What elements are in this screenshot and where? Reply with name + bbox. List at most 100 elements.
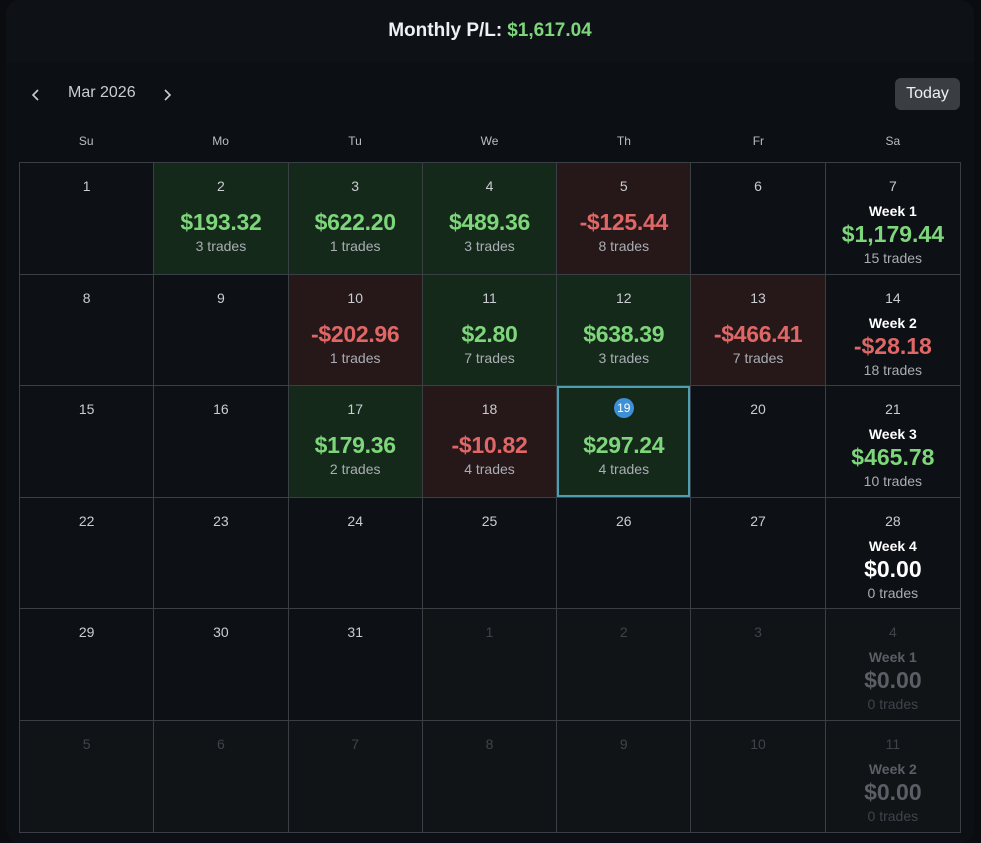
day-cell[interactable]: 7 bbox=[288, 720, 423, 832]
day-trade-count: 1 trades bbox=[329, 349, 381, 366]
day-cell[interactable]: 20 bbox=[691, 386, 826, 498]
day-cell[interactable]: 1 bbox=[422, 609, 558, 721]
week-pl-amount: $0.00 bbox=[864, 667, 922, 693]
day-cell[interactable]: 17 $179.36 2 trades bbox=[288, 386, 423, 498]
day-cell[interactable]: 24 bbox=[288, 497, 423, 609]
day-cell[interactable]: 29 bbox=[20, 609, 155, 721]
weekday-label: Mo bbox=[212, 134, 229, 148]
day-cell[interactable]: 12 $638.39 3 trades bbox=[557, 274, 692, 386]
day-pl-amount: $638.39 bbox=[583, 320, 665, 347]
day-cell[interactable]: 13 -$466.41 7 trades bbox=[691, 274, 826, 386]
day-cell[interactable]: 10 bbox=[691, 720, 826, 832]
day-cell[interactable]: 16 bbox=[154, 386, 289, 498]
day-pl-amount: -$10.82 bbox=[451, 432, 528, 458]
day-cell[interactable]: 3 $622.20 1 trades bbox=[288, 163, 423, 275]
calendar-grid: 1 2 $193.32 3 trades 3 $622.20 1 trades 4 $489.3… bbox=[19, 162, 961, 833]
day-cell[interactable]: 9 bbox=[154, 274, 289, 386]
day-number: 1 bbox=[82, 178, 91, 194]
today-button[interactable]: Today bbox=[895, 78, 960, 110]
day-number: 24 bbox=[347, 512, 363, 529]
day-number: 6 bbox=[217, 735, 225, 752]
day-cell[interactable]: 18 -$10.82 4 trades bbox=[422, 386, 558, 498]
day-cell[interactable]: 8 bbox=[422, 720, 558, 832]
day-cell[interactable]: 5 -$125.44 8 trades bbox=[557, 163, 692, 275]
week-summary-cell[interactable]: 21 Week 3 $465.78 10 trades bbox=[825, 386, 960, 498]
day-pl-amount: $179.36 bbox=[314, 432, 396, 458]
week-summary-cell[interactable]: 14 Week 2 -$28.18 18 trades bbox=[825, 274, 960, 386]
day-cell[interactable]: 6 bbox=[154, 720, 289, 832]
day-number: 5 bbox=[619, 178, 628, 194]
day-number: 6 bbox=[754, 178, 762, 194]
day-trade-count: 4 trades bbox=[598, 461, 650, 477]
week-label: Week 4 bbox=[868, 537, 917, 554]
day-cell[interactable]: 27 bbox=[691, 497, 826, 609]
day-cell[interactable]: 8 bbox=[20, 274, 155, 386]
day-trade-count: 7 trades bbox=[732, 349, 784, 366]
day-cell[interactable]: 19 $297.24 4 trades bbox=[557, 386, 692, 498]
prev-month-button[interactable] bbox=[23, 82, 49, 108]
week-trade-count: 0 trades bbox=[867, 696, 919, 712]
today-date-badge: 19 bbox=[613, 398, 634, 418]
day-number: 17 bbox=[347, 401, 363, 417]
day-cell[interactable]: 31 bbox=[288, 609, 423, 721]
weekday-label: Su bbox=[78, 134, 94, 148]
week-summary-cell[interactable]: 4 Week 1 $0.00 0 trades bbox=[825, 609, 960, 721]
day-cell[interactable]: 5 bbox=[20, 720, 155, 832]
day-cell[interactable]: 1 bbox=[20, 163, 155, 275]
day-cell[interactable]: 6 bbox=[691, 163, 826, 275]
day-number: 31 bbox=[347, 624, 363, 640]
day-number: 11 bbox=[885, 735, 901, 752]
day-number: 21 bbox=[885, 401, 901, 417]
day-number: 25 bbox=[481, 512, 498, 529]
week-label: Week 1 bbox=[868, 203, 917, 219]
day-cell[interactable]: 9 bbox=[557, 720, 692, 832]
day-cell[interactable]: 23 bbox=[154, 497, 289, 609]
week-summary-cell[interactable]: 7 Week 1 $1,179.44 15 trades bbox=[825, 163, 960, 275]
day-trade-count: 4 trades bbox=[464, 461, 515, 477]
monthly-pl-header: Monthly P/L: $1,617.04 bbox=[6, 0, 974, 62]
day-number: 7 bbox=[888, 178, 897, 194]
weekday-label: Sa bbox=[885, 134, 901, 148]
week-summary-cell[interactable]: 28 Week 4 $0.00 0 trades bbox=[825, 497, 960, 609]
next-month-button[interactable] bbox=[154, 82, 180, 108]
day-number: 2 bbox=[619, 624, 628, 640]
day-cell[interactable]: 15 bbox=[20, 386, 155, 498]
day-cell[interactable]: 2 bbox=[557, 609, 692, 721]
day-number: 3 bbox=[351, 178, 360, 194]
day-number: 14 bbox=[885, 289, 901, 306]
day-cell[interactable]: 25 bbox=[422, 497, 558, 609]
day-cell[interactable]: 3 bbox=[691, 609, 826, 721]
week-pl-amount: $465.78 bbox=[851, 444, 935, 470]
current-month-label: Mar 2026 bbox=[68, 84, 136, 101]
day-number: 3 bbox=[754, 624, 762, 640]
day-cell[interactable]: 11 $2.80 7 trades bbox=[422, 274, 558, 386]
day-trade-count: 2 trades bbox=[329, 461, 381, 477]
day-number: 28 bbox=[885, 512, 901, 529]
day-number: 22 bbox=[78, 512, 95, 529]
week-pl-amount: $0.00 bbox=[864, 555, 922, 582]
day-cell[interactable]: 2 $193.32 3 trades bbox=[154, 163, 289, 275]
day-number: 4 bbox=[485, 178, 494, 194]
chevron-right-icon bbox=[164, 89, 172, 101]
day-number: 16 bbox=[213, 401, 229, 417]
day-cell[interactable]: 30 bbox=[154, 609, 289, 721]
day-trade-count: 3 trades bbox=[195, 238, 247, 254]
day-number: 7 bbox=[351, 735, 360, 752]
day-trade-count: 8 trades bbox=[598, 238, 650, 254]
day-cell[interactable]: 4 $489.36 3 trades bbox=[422, 163, 558, 275]
day-number: 18 bbox=[481, 401, 498, 417]
day-cell[interactable]: 22 bbox=[20, 497, 155, 609]
week-trade-count: 10 trades bbox=[863, 473, 923, 489]
day-pl-amount: $193.32 bbox=[180, 209, 262, 235]
week-label: Week 2 bbox=[868, 760, 917, 777]
day-number: 12 bbox=[615, 289, 632, 306]
day-number: 29 bbox=[78, 624, 95, 640]
week-pl-amount: -$28.18 bbox=[853, 332, 932, 359]
week-label: Week 3 bbox=[868, 426, 917, 442]
day-cell[interactable]: 26 bbox=[557, 497, 692, 609]
day-number: 4 bbox=[888, 624, 897, 640]
day-pl-amount: $2.80 bbox=[461, 320, 518, 347]
day-cell[interactable]: 10 -$202.96 1 trades bbox=[288, 274, 423, 386]
day-number: 15 bbox=[78, 401, 95, 417]
week-summary-cell[interactable]: 11 Week 2 $0.00 0 trades bbox=[825, 720, 960, 832]
